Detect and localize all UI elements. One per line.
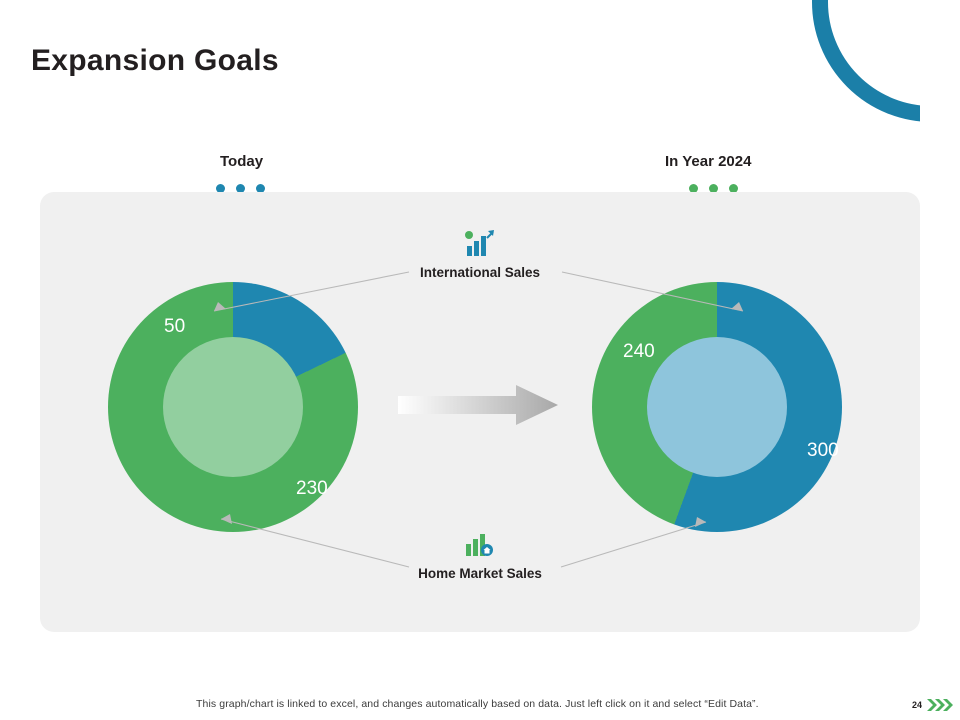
bar-chart-home-icon: [466, 534, 493, 556]
footer-note: This graph/chart is linked to excel, and…: [196, 698, 759, 710]
donut-chart-today[interactable]: [108, 282, 358, 532]
value-label-today-home: 230: [296, 478, 328, 499]
dot-icon: [256, 184, 265, 193]
category-label-home: Home Market Sales: [418, 566, 542, 581]
page-title: Expansion Goals: [31, 44, 279, 77]
dot-icon: [729, 184, 738, 193]
donut-hole-future: [647, 337, 787, 477]
donut-hole-today: [163, 337, 303, 477]
column-header-today: Today: [220, 153, 264, 170]
dot-icon: [216, 184, 225, 193]
dot-icon: [689, 184, 698, 193]
chevrons-right-icon: [927, 699, 953, 711]
donut-chart-future[interactable]: [592, 282, 842, 532]
category-label-international: International Sales: [419, 265, 541, 280]
column-header-future: In Year 2024: [665, 153, 752, 170]
dot-icon: [709, 184, 718, 193]
bar-chart-growth-icon: [465, 230, 494, 256]
page-number: 24: [911, 700, 922, 710]
decorative-corner-ring-mask: [920, 0, 960, 130]
dot-icon: [236, 184, 245, 193]
dots-today: [216, 184, 265, 193]
value-label-future-home: 240: [623, 341, 655, 362]
dots-future: [689, 184, 738, 193]
value-label-today-international: 50: [164, 316, 186, 337]
value-label-future-international: 300: [807, 440, 839, 461]
transition-arrow-icon: [398, 385, 558, 425]
